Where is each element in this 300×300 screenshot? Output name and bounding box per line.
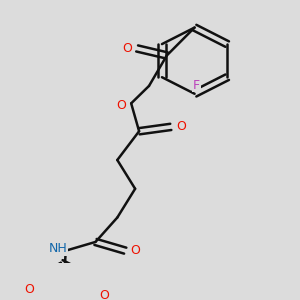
Text: O: O [130,244,140,257]
Text: O: O [122,42,132,55]
Text: O: O [176,120,186,134]
Text: O: O [24,284,34,296]
Text: NH: NH [49,242,67,255]
Text: F: F [193,79,200,92]
Text: O: O [116,99,126,112]
Text: O: O [100,290,110,300]
